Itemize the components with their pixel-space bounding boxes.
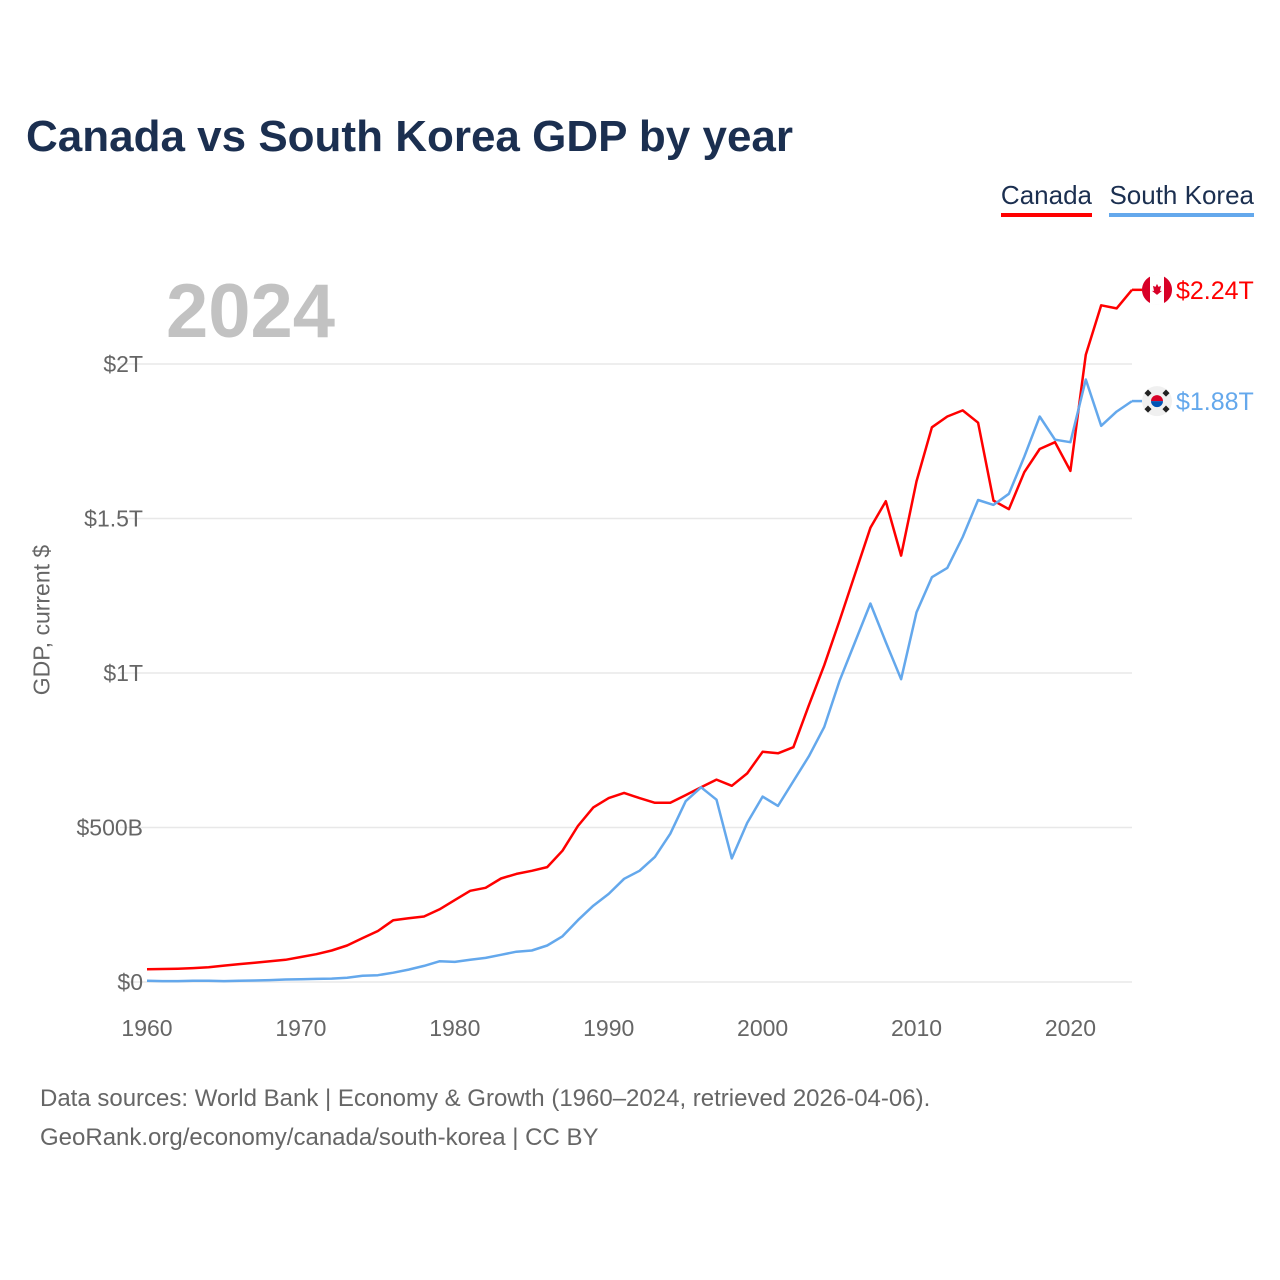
chart-title: Canada vs South Korea GDP by year bbox=[26, 112, 794, 161]
legend-canada[interactable]: Canada bbox=[1000, 180, 1092, 217]
x-tick-label: 1960 bbox=[121, 1015, 172, 1041]
south-korea-flag-icon bbox=[1142, 386, 1172, 417]
x-tick-label: 1980 bbox=[429, 1015, 480, 1041]
x-tick-label: 1970 bbox=[275, 1015, 326, 1041]
taegeuk-top bbox=[1151, 395, 1163, 402]
end-value-label: $1.88T bbox=[1176, 388, 1254, 416]
footer-sources: Data sources: World Bank | Economy & Gro… bbox=[40, 1085, 931, 1112]
x-tick-label: 2000 bbox=[737, 1015, 788, 1041]
legend-south-korea[interactable]: South Korea bbox=[1109, 180, 1254, 217]
maple-leaf bbox=[1152, 283, 1162, 295]
y-tick-label: $0 bbox=[117, 969, 143, 995]
flag-band bbox=[1142, 276, 1150, 304]
canada-flag-icon bbox=[1142, 274, 1172, 305]
x-tick-label: 1990 bbox=[583, 1015, 634, 1041]
taegeuk-bottom bbox=[1151, 401, 1163, 408]
x-tick-label: 2010 bbox=[891, 1015, 942, 1041]
end-value-label: $2.24T bbox=[1176, 277, 1254, 305]
footer-attribution: GeoRank.org/economy/canada/south-korea |… bbox=[40, 1124, 599, 1151]
y-tick-label: $1.5T bbox=[84, 506, 143, 532]
y-tick-label: $2T bbox=[103, 351, 143, 377]
flag-band bbox=[1164, 276, 1172, 304]
series-line-canada bbox=[146, 289, 1133, 971]
y-tick-label: $500B bbox=[76, 815, 143, 841]
y-tick-label: $1T bbox=[103, 660, 143, 686]
series-line-south-korea bbox=[146, 378, 1133, 983]
x-tick-label: 2020 bbox=[1045, 1015, 1096, 1041]
current-year-label: 2024 bbox=[166, 269, 336, 354]
